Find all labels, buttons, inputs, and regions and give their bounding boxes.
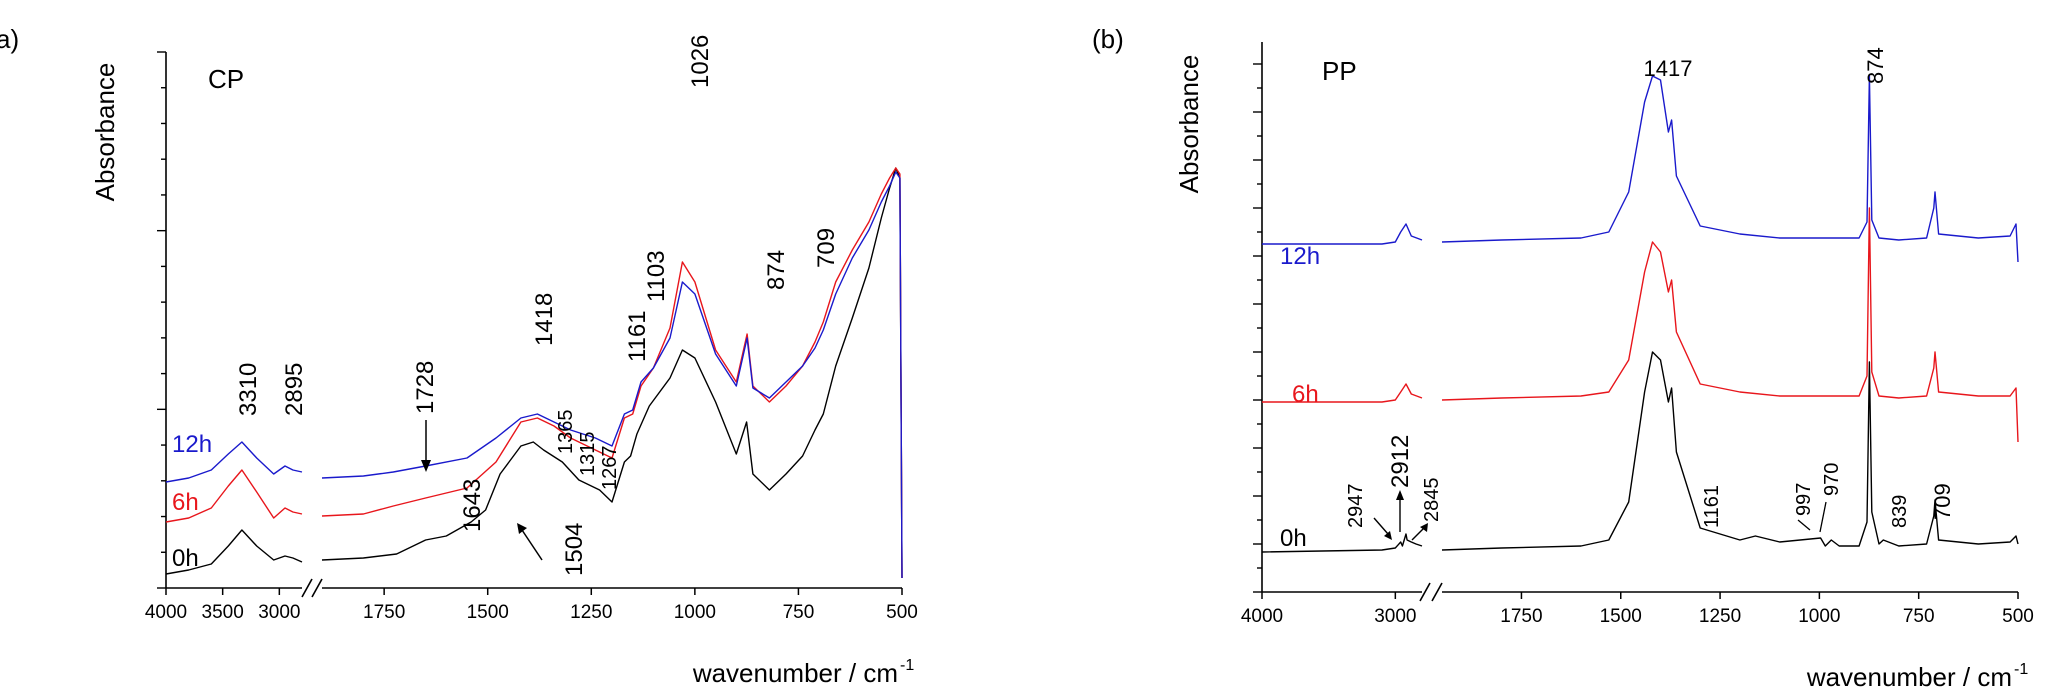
peak-arrow-2947 <box>1373 517 1389 535</box>
x-tick-label: 750 <box>783 602 815 623</box>
panel-a-spectra <box>165 167 903 579</box>
x-tick-label: 1500 <box>1600 606 1642 627</box>
series-label-0h: 0h <box>1280 525 1307 552</box>
peak-label-1504: 1504 <box>561 523 588 576</box>
peak-label-1103: 1103 <box>643 250 670 302</box>
x-tick-label: 1750 <box>1500 606 1542 627</box>
panel-a: a) CP Absorbance wavenumber / cm -1 4000… <box>0 24 918 688</box>
spectrum-line-6h-seg0 <box>165 469 303 523</box>
peak-label-2912: 2912 <box>1387 435 1414 488</box>
peak-label-970: 970 <box>1821 463 1843 496</box>
panel-b-y-axis-label: Absorbance <box>1174 55 1204 194</box>
peak-arrow-2845 <box>1411 527 1425 541</box>
peak-label-1315: 1315 <box>577 432 599 477</box>
peak-arrow-2845-head <box>1420 523 1428 532</box>
spectrum-line-12h-seg0 <box>165 441 303 483</box>
peak-arrow-1504-head <box>517 523 527 534</box>
peak-label-839: 839 <box>1889 495 1911 528</box>
panel-a-x-axis-unit-exponent: -1 <box>900 657 914 674</box>
panel-b: (b) PP Absorbance wavenumber / cm -1 400… <box>1092 24 2034 692</box>
spectrum-line-0h-seg0 <box>1261 533 1423 553</box>
spectrum-line-6h-seg0 <box>1262 383 1423 403</box>
panel-a-axis-break <box>301 578 323 598</box>
peak-label-2895: 2895 <box>281 363 308 416</box>
x-tick-label: 3000 <box>258 602 300 623</box>
spectrum-line-12h-seg1 <box>321 171 903 579</box>
spectrum-line-0h-seg1 <box>321 167 903 579</box>
peak-label-1365: 1365 <box>555 410 577 455</box>
peak-arrow-2947-head <box>1384 531 1392 540</box>
peak-label-1643: 1643 <box>459 479 486 532</box>
x-tick-label: 1000 <box>1798 606 1840 627</box>
spectrum-line-0h-seg0 <box>165 529 303 575</box>
x-tick-label: 500 <box>886 602 918 623</box>
x-tick-label: 1250 <box>570 602 612 623</box>
panel-b-series-labels: 0h 6h 12h <box>1280 243 1320 552</box>
panel-a-series-labels: 0h 6h 12h <box>172 431 212 572</box>
panel-a-x-axis-label: wavenumber / cm <box>692 658 898 688</box>
peak-arrow-2912-head <box>1396 490 1404 500</box>
peak-label-2947: 2947 <box>1345 484 1367 529</box>
peak-label-997: 997 <box>1793 483 1815 516</box>
peak-label-1026: 1026 <box>687 35 714 88</box>
peak-arrow-1504 <box>521 529 543 561</box>
peak-arrow-970 <box>1819 501 1827 533</box>
peak-label-1418: 1418 <box>531 293 558 346</box>
peak-label-709: 709 <box>1930 483 1955 520</box>
x-tick-label: 1000 <box>674 602 716 623</box>
peak-arrow-997 <box>1797 519 1811 531</box>
panel-b-x-axis-label: wavenumber / cm <box>1806 662 2012 692</box>
x-tick-label: 1250 <box>1699 606 1741 627</box>
peak-label-2845: 2845 <box>1421 478 1443 523</box>
panel-b-axis-break <box>1419 582 1443 602</box>
series-label-12h: 12h <box>172 431 212 458</box>
x-tick-label: 750 <box>1903 606 1935 627</box>
panel-b-x-ticks: 4000 3000 1750 1500 1250 1000 750 500 <box>1241 592 2034 627</box>
x-tick-label: 4000 <box>1241 606 1283 627</box>
panel-b-label: (b) <box>1092 24 1124 54</box>
panel-b-y-ticks <box>1253 63 1262 593</box>
panel-b-sample-label: PP <box>1322 56 1357 86</box>
panel-b-peak-annotations: 1417 874 2947 2912 2845 1161 997 970 839… <box>1345 47 1955 541</box>
panel-b-x-axis-unit-exponent: -1 <box>2014 661 2028 678</box>
x-tick-label: 1750 <box>363 602 405 623</box>
series-label-6h: 6h <box>1292 381 1319 408</box>
x-tick-label: 500 <box>2002 606 2034 627</box>
peak-arrow-1728-head <box>421 460 431 472</box>
series-label-6h: 6h <box>172 489 199 516</box>
panel-a-y-axis-label: Absorbance <box>90 63 120 202</box>
x-tick-label: 3500 <box>202 602 244 623</box>
spectrum-line-12h-seg0 <box>1262 223 1423 245</box>
peak-label-874: 874 <box>1863 47 1888 84</box>
x-tick-label: 1500 <box>467 602 509 623</box>
spectrum-line-6h-seg1 <box>321 167 903 579</box>
panel-a-peak-annotations: 3310 2895 1728 1643 1418 1504 1365 1315 … <box>235 35 840 576</box>
peak-label-1161: 1161 <box>1701 485 1723 528</box>
peak-label-709: 709 <box>813 228 840 268</box>
spectrum-line-6h-seg1 <box>1441 207 2019 443</box>
panel-a-x-ticks: 4000 3500 3000 1750 1500 1250 1000 750 500 <box>145 588 918 623</box>
panel-a-y-ticks <box>157 51 166 589</box>
series-label-0h: 0h <box>172 545 199 572</box>
peak-label-1417: 1417 <box>1644 56 1693 81</box>
x-tick-label: 3000 <box>1374 606 1416 627</box>
panel-b-spectra <box>1261 75 2019 553</box>
x-tick-label: 4000 <box>145 602 187 623</box>
panel-a-label: a) <box>0 24 19 54</box>
panel-a-sample-label: CP <box>208 64 244 94</box>
spectrum-line-0h-seg1 <box>1441 351 2019 551</box>
series-label-12h: 12h <box>1280 243 1320 270</box>
peak-label-1267: 1267 <box>599 446 621 491</box>
peak-label-1728: 1728 <box>412 361 439 414</box>
peak-label-1161: 1161 <box>624 310 651 362</box>
peak-label-874: 874 <box>763 250 790 290</box>
spectrum-line-12h-seg1 <box>1441 75 2019 263</box>
peak-label-3310: 3310 <box>235 363 262 416</box>
